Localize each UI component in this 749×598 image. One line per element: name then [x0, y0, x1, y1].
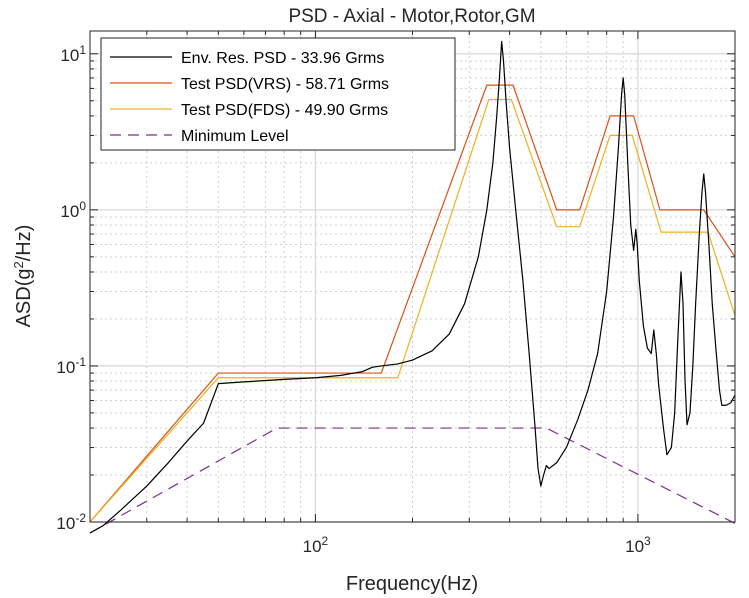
x-tick-label: 102: [303, 534, 329, 556]
y-axis-label: ASD(g2/Hz): [11, 225, 36, 328]
legend-label-0: Env. Res. PSD - 33.96 Grms: [181, 50, 384, 67]
y-tick-label: 101: [60, 43, 86, 65]
tick-labels: 102 103 10-2 10-1 100 101: [56, 43, 651, 556]
y-tick-label: 100: [60, 199, 86, 221]
series-layer: [89, 40, 736, 534]
legend-label-2: Test PSD(FDS) - 49.90 Grms: [181, 102, 388, 119]
y-axis-label-suffix: /Hz): [13, 225, 35, 262]
legend: Env. Res. PSD - 33.96 Grms Test PSD(VRS) …: [100, 37, 456, 151]
axis-ticks: [89, 31, 736, 523]
y-tick-label: 10-1: [56, 355, 86, 377]
legend-label-1: Test PSD(VRS) - 58.71 Grms: [181, 76, 389, 93]
series-line-2: [89, 98, 736, 523]
y-axis-label-sup: 2: [11, 261, 26, 268]
series-line-3: [89, 427, 736, 534]
y-tick-label: 10-2: [56, 511, 86, 533]
x-axis-label: Frequency(Hz): [346, 573, 478, 595]
x-tick-label: 103: [625, 534, 651, 556]
y-axis-label-prefix: ASD(g: [13, 269, 35, 328]
chart-title: PSD - Axial - Motor,Rotor,GM: [288, 6, 535, 27]
legend-label-3: Minimum Level: [181, 128, 289, 145]
series-line-0: [89, 40, 736, 534]
